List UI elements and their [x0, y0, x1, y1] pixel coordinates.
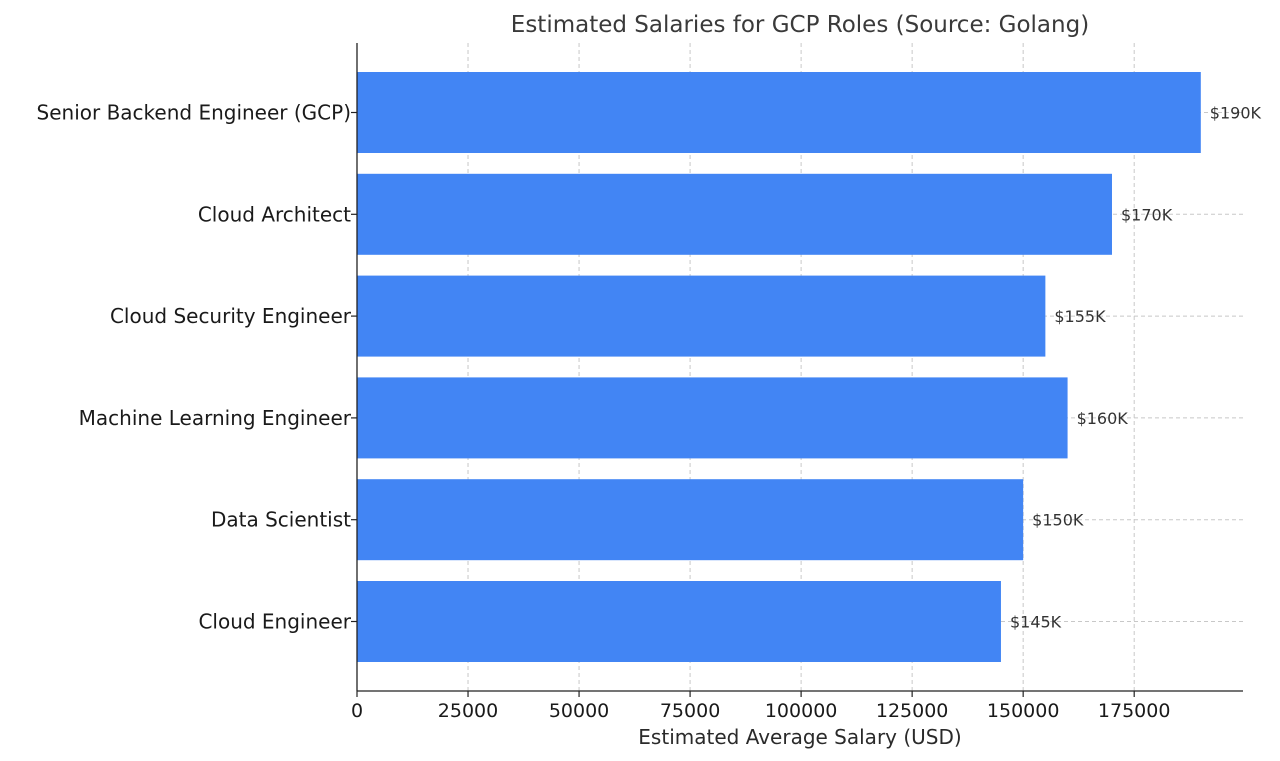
bar	[357, 173, 1112, 255]
data-label: $145K	[1010, 613, 1062, 632]
category-label: Data Scientist	[211, 508, 351, 532]
data-label: $155K	[1054, 307, 1106, 326]
data-label: $190K	[1210, 104, 1262, 123]
bars	[357, 72, 1201, 662]
bar	[357, 275, 1046, 357]
bar	[357, 581, 1001, 662]
bar	[357, 377, 1068, 459]
bar	[357, 479, 1024, 561]
category-label: Senior Backend Engineer (GCP)	[37, 101, 351, 125]
x-tick-label: 75000	[660, 700, 720, 722]
x-tick-label: 0	[351, 700, 363, 722]
x-axis-label: Estimated Average Salary (USD)	[638, 725, 961, 749]
x-tick-label: 100000	[765, 700, 838, 722]
x-tick-label: 50000	[549, 700, 609, 722]
data-label: $170K	[1121, 205, 1173, 224]
x-tick-label: 175000	[1098, 700, 1171, 722]
chart-title: Estimated Salaries for GCP Roles (Source…	[511, 12, 1089, 38]
labels: 0 25000 50000 75000 100000 125000 150000 175000…	[37, 101, 1262, 723]
x-tick-label: 25000	[438, 700, 498, 722]
data-label: $150K	[1032, 511, 1084, 530]
category-label: Cloud Engineer	[198, 610, 351, 634]
axes	[351, 43, 1243, 697]
x-tick-label: 125000	[876, 700, 949, 722]
bar	[357, 72, 1201, 153]
category-label: Machine Learning Engineer	[79, 406, 352, 430]
data-label: $160K	[1077, 409, 1129, 428]
x-tick-label: 150000	[987, 700, 1060, 722]
category-label: Cloud Architect	[198, 202, 351, 226]
category-label: Cloud Security Engineer	[110, 304, 352, 328]
